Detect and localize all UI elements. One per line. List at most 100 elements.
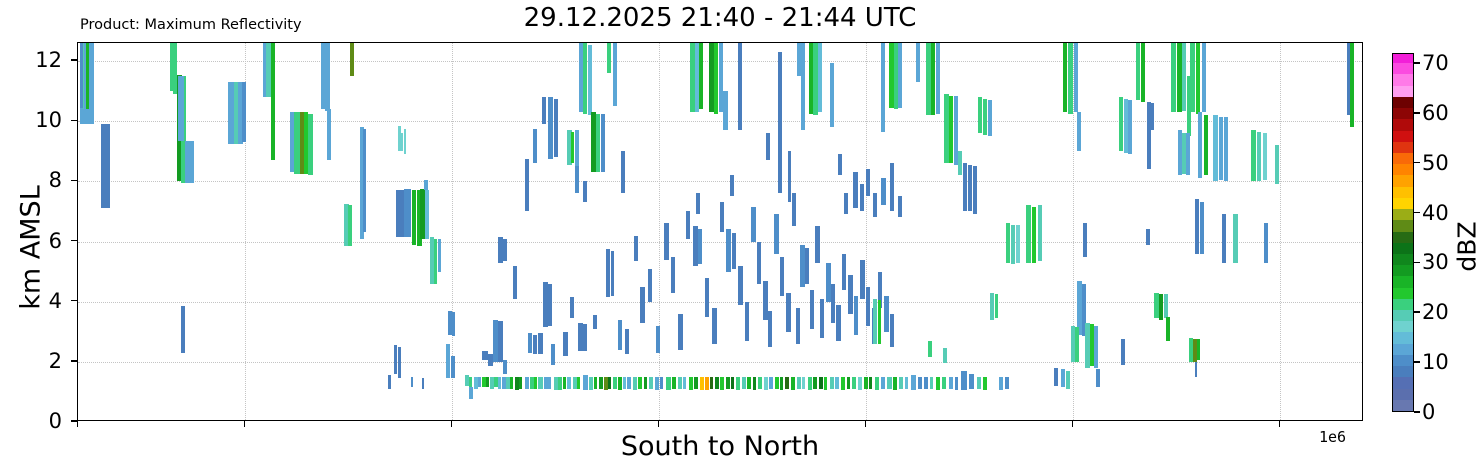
reflectivity-column bbox=[474, 376, 478, 389]
reflectivity-column bbox=[813, 43, 818, 116]
reflectivity-column bbox=[398, 125, 401, 152]
reflectivity-column bbox=[1213, 115, 1218, 182]
reflectivity-column bbox=[826, 262, 831, 302]
reflectivity-column bbox=[594, 376, 597, 389]
reflectivity-column bbox=[905, 376, 908, 389]
y-tick-mark bbox=[71, 179, 77, 182]
reflectivity-column bbox=[1119, 97, 1123, 152]
reflectivity-column bbox=[300, 112, 305, 174]
reflectivity-column bbox=[438, 238, 441, 272]
reflectivity-column bbox=[930, 376, 933, 389]
reflectivity-column bbox=[1171, 43, 1176, 113]
reflectivity-column bbox=[720, 202, 724, 233]
reflectivity-column bbox=[800, 244, 805, 287]
reflectivity-column bbox=[308, 113, 313, 176]
reflectivity-column bbox=[519, 376, 522, 389]
gridline-vertical bbox=[1072, 43, 1075, 420]
reflectivity-column bbox=[813, 376, 817, 389]
reflectivity-column bbox=[493, 319, 498, 362]
reflectivity-column bbox=[1011, 224, 1015, 265]
reflectivity-column bbox=[792, 193, 796, 227]
reflectivity-column bbox=[1347, 43, 1351, 116]
reflectivity-column bbox=[350, 43, 354, 77]
reflectivity-column bbox=[579, 43, 583, 113]
reflectivity-column bbox=[738, 265, 743, 305]
x-tick-mark bbox=[243, 421, 245, 427]
reflectivity-column bbox=[548, 283, 552, 326]
gridline-vertical bbox=[865, 43, 868, 420]
reflectivity-column bbox=[893, 376, 897, 391]
reflectivity-column bbox=[694, 376, 698, 389]
reflectivity-column bbox=[607, 43, 611, 74]
reflectivity-column bbox=[401, 133, 403, 152]
reflectivity-column bbox=[672, 376, 676, 389]
reflectivity-column bbox=[1136, 43, 1140, 101]
reflectivity-column bbox=[949, 376, 953, 389]
colorbar-segment bbox=[1393, 354, 1413, 367]
reflectivity-column bbox=[181, 306, 185, 353]
colorbar-tick-label: 10 bbox=[1422, 350, 1449, 375]
gridline-horizontal bbox=[78, 241, 1362, 244]
reflectivity-column bbox=[1197, 339, 1200, 361]
reflectivity-column bbox=[1026, 205, 1031, 263]
reflectivity-column bbox=[1066, 370, 1070, 389]
x-tick-mark bbox=[77, 421, 79, 427]
reflectivity-column bbox=[848, 274, 853, 314]
colorbar-segment bbox=[1393, 331, 1413, 344]
reflectivity-column bbox=[173, 43, 177, 95]
reflectivity-column bbox=[234, 82, 239, 144]
reflectivity-column bbox=[878, 300, 881, 344]
reflectivity-column bbox=[916, 43, 920, 83]
reflectivity-column bbox=[1195, 361, 1197, 377]
colorbar-segment bbox=[1393, 275, 1413, 288]
reflectivity-column bbox=[815, 226, 820, 263]
colorbar-segment bbox=[1393, 186, 1413, 198]
gridline-vertical bbox=[658, 43, 661, 420]
product-annotation: Product: Maximum Reflectivity bbox=[80, 17, 302, 33]
reflectivity-column bbox=[1071, 325, 1075, 362]
reflectivity-column bbox=[1016, 224, 1020, 263]
reflectivity-column bbox=[864, 376, 868, 389]
reflectivity-column bbox=[1005, 376, 1009, 389]
reflectivity-column bbox=[973, 166, 977, 215]
reflectivity-column bbox=[611, 250, 614, 296]
reflectivity-column bbox=[1090, 324, 1094, 367]
reflectivity-column bbox=[404, 128, 406, 155]
reflectivity-column bbox=[983, 376, 987, 391]
reflectivity-column bbox=[404, 188, 411, 237]
reflectivity-column bbox=[589, 376, 593, 391]
reflectivity-column bbox=[842, 253, 846, 290]
gridline-horizontal bbox=[78, 121, 1362, 123]
reflectivity-column bbox=[503, 360, 507, 374]
reflectivity-column bbox=[1178, 130, 1182, 176]
reflectivity-column bbox=[577, 376, 580, 389]
reflectivity-column bbox=[738, 43, 742, 131]
y-tick-label: 8 bbox=[48, 168, 62, 193]
reflectivity-column bbox=[563, 331, 568, 356]
reflectivity-column bbox=[1222, 214, 1226, 263]
reflectivity-column bbox=[1204, 115, 1208, 176]
reflectivity-column bbox=[294, 112, 300, 174]
reflectivity-column bbox=[263, 43, 267, 98]
reflectivity-column bbox=[830, 376, 834, 389]
reflectivity-column bbox=[700, 376, 704, 391]
y-axis-label: km AMSL bbox=[15, 185, 47, 310]
reflectivity-column bbox=[633, 376, 637, 391]
colorbar-segment bbox=[1393, 118, 1413, 131]
reflectivity-column bbox=[544, 376, 548, 389]
reflectivity-column bbox=[778, 52, 782, 194]
reflectivity-column bbox=[348, 205, 352, 247]
reflectivity-column bbox=[1082, 283, 1086, 337]
reflectivity-column bbox=[425, 190, 429, 239]
reflectivity-column bbox=[488, 354, 493, 367]
reflectivity-column bbox=[613, 376, 617, 389]
reflectivity-column bbox=[583, 43, 587, 114]
reflectivity-column bbox=[678, 376, 682, 389]
colorbar-segment bbox=[1393, 343, 1413, 355]
reflectivity-column bbox=[890, 163, 894, 212]
reflectivity-column bbox=[625, 328, 629, 355]
colorbar-tick-mark bbox=[1414, 161, 1420, 164]
reflectivity-column bbox=[999, 376, 1003, 391]
colorbar-segment bbox=[1393, 264, 1413, 277]
reflectivity-column bbox=[944, 94, 949, 164]
